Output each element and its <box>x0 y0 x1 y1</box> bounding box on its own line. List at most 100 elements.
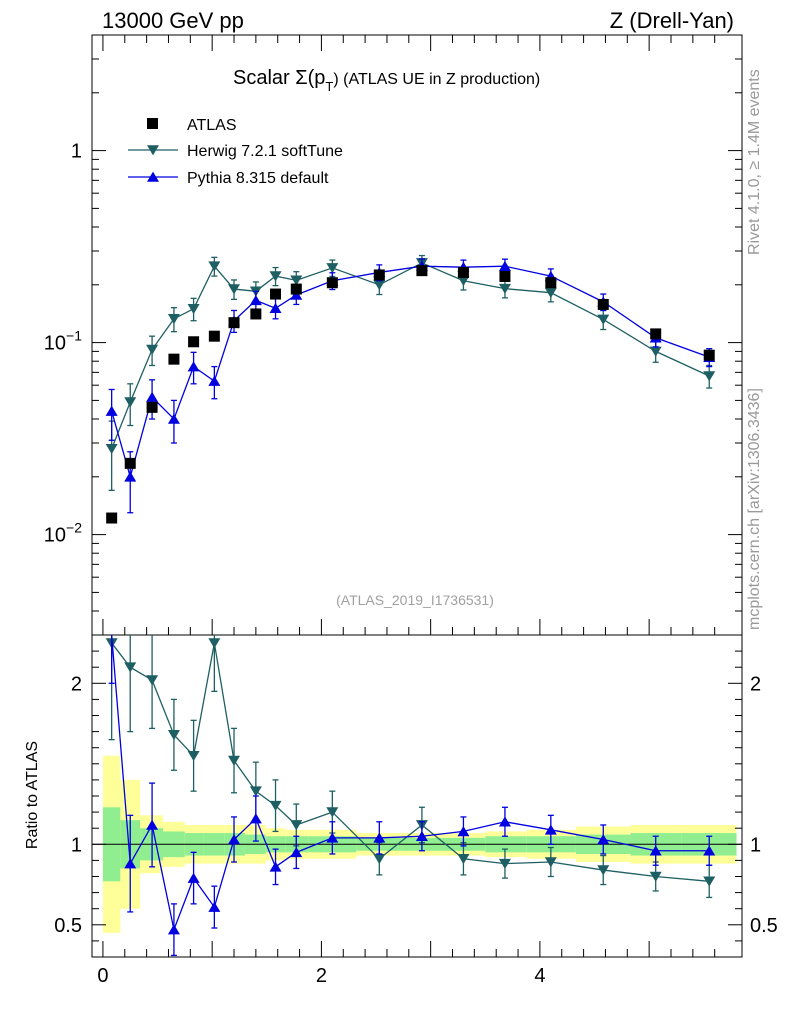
x-tick-label: 0 <box>97 965 108 987</box>
herwig-ratio-point <box>187 750 200 762</box>
atlas-data-point <box>188 336 200 348</box>
pythia-ratio-point <box>326 832 339 843</box>
pythia-ratio-point <box>373 832 386 843</box>
legend-label: Herwig 7.2.1 softTune <box>187 143 343 160</box>
pythia-ratio-point <box>208 901 221 912</box>
atlas-data-point <box>168 353 180 365</box>
y-tick-label-main: 10−2 <box>44 520 82 547</box>
y-tick-label-main: 10−1 <box>44 328 82 355</box>
axis-ticks <box>92 34 742 957</box>
ratio-series <box>105 634 716 957</box>
herwig-ratio-point <box>326 807 339 818</box>
legend-marker <box>147 171 159 182</box>
pythia-ratio-point <box>597 834 610 845</box>
herwig-ratio-point <box>249 786 262 797</box>
y-tick-label-ratio-right: 1 <box>750 834 761 856</box>
pythia-ratio-point <box>703 845 716 856</box>
atlas-data-point <box>703 349 715 361</box>
herwig-ratio-point <box>228 755 241 766</box>
analysis-id-label: (ATLAS_2019_I1736531) <box>336 592 494 608</box>
atlas-data-point <box>228 317 240 329</box>
herwig-point <box>326 263 339 274</box>
herwig-point <box>208 261 221 272</box>
pythia-ratio-point <box>249 813 262 824</box>
pythia-point <box>498 260 511 271</box>
herwig-line <box>111 262 710 449</box>
herwig-ratio-point <box>373 853 386 865</box>
atlas-data-point <box>457 266 469 278</box>
herwig-ratio-point <box>167 730 180 741</box>
herwig-point <box>187 303 200 315</box>
herwig-series <box>105 254 716 492</box>
pythia-point <box>249 294 262 306</box>
herwig-point <box>146 344 159 355</box>
pythia-ratio-point <box>415 830 428 842</box>
legend: ATLAS Herwig 7.2.1 softTune Pythia 8.315 d… <box>128 117 343 187</box>
pythia-point <box>208 375 221 386</box>
y-tick-label-ratio-right: 0.5 <box>750 915 778 937</box>
atlas-data-point <box>250 308 262 320</box>
pythia-ratio-point <box>167 924 180 935</box>
herwig-point <box>167 314 180 325</box>
herwig-ratio-point <box>269 800 282 812</box>
atlas-data-point <box>106 512 118 524</box>
y-tick-label-ratio: 1 <box>71 834 82 856</box>
herwig-point <box>457 275 470 287</box>
chart-title: Scalar Σ(pT) (ATLAS UE in Z production) <box>233 67 540 94</box>
atlas-series <box>106 265 715 524</box>
herwig-point <box>703 371 716 382</box>
x-tick-label: 2 <box>316 965 327 987</box>
pythia-point <box>146 391 159 402</box>
herwig-ratio-point <box>597 865 610 876</box>
ratio-plot-frame <box>91 634 743 958</box>
y-tick-label-ratio-right: 2 <box>750 673 761 695</box>
pythia-point <box>269 302 282 314</box>
pythia-point <box>124 471 137 482</box>
atlas-data-point <box>373 269 385 281</box>
ratio-y-axis-label: Ratio to ATLAS <box>24 741 41 849</box>
herwig-ratio-point <box>146 675 159 686</box>
axis-tick-labels: 1 10−1 10−2 0.5 0.5 1 1 2 2 0 2 4 <box>44 141 778 987</box>
herwig-point <box>498 283 511 295</box>
pythia-ratio-point <box>649 845 662 856</box>
x-tick-label: 4 <box>534 965 545 987</box>
atlas-data-point <box>416 265 428 277</box>
herwig-ratio-point <box>457 853 470 865</box>
legend-label: ATLAS <box>187 117 237 134</box>
legend-label: Pythia 8.315 default <box>187 170 329 187</box>
pythia-ratio-point <box>124 858 137 869</box>
legend-marker <box>147 145 159 156</box>
herwig-point <box>544 287 557 299</box>
atlas-data-point <box>650 328 662 340</box>
herwig-point <box>228 284 241 295</box>
legend-atlas-marker <box>147 118 158 129</box>
herwig-ratio-point <box>290 820 303 831</box>
pythia-ratio-point <box>544 824 557 835</box>
y-tick-label-ratio: 0.5 <box>54 915 82 937</box>
pythia-point <box>105 405 118 416</box>
herwig-point <box>649 346 662 357</box>
pythia-ratio-point <box>187 872 200 883</box>
atlas-data-point <box>124 457 136 469</box>
header-process-label: Z (Drell-Yan) <box>609 8 734 33</box>
atlas-data-point <box>597 298 609 310</box>
herwig-ratio-point <box>124 662 137 673</box>
herwig-point <box>373 280 386 291</box>
pythia-point <box>187 361 200 372</box>
pythia-ratio-point <box>269 861 282 872</box>
y-tick-label-ratio: 2 <box>71 673 82 695</box>
atlas-data-point <box>290 283 302 295</box>
y-tick-label-main: 1 <box>71 141 82 163</box>
atlas-data-point <box>208 330 220 342</box>
pythia-ratio-point <box>290 846 303 858</box>
herwig-point <box>269 271 282 282</box>
pythia-point <box>290 289 303 300</box>
pythia-ratio-point <box>457 826 470 837</box>
pythia-series <box>105 258 716 514</box>
herwig-ratio-point <box>208 638 221 649</box>
pythia-point <box>167 413 180 424</box>
atlas-data-point <box>270 288 282 300</box>
atlas-data-point <box>326 277 338 289</box>
herwig-point <box>597 314 610 325</box>
